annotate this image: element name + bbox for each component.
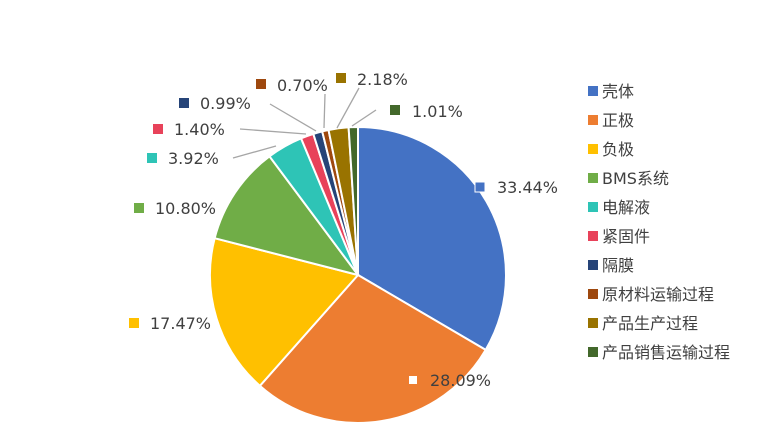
leader-line	[323, 93, 326, 129]
data-label-marker	[336, 73, 346, 83]
legend-swatch	[588, 144, 598, 154]
legend-entry: 产品生产过程	[602, 314, 698, 333]
data-label-marker	[147, 153, 157, 163]
data-label-marker	[256, 79, 266, 89]
data-label-marker	[179, 98, 189, 108]
leader-line	[269, 103, 317, 132]
legend-entry: 电解液	[602, 198, 650, 217]
legend-entry: 紧固件	[602, 227, 650, 246]
data-label: 1.01%	[412, 102, 463, 121]
legend-entry: 隔膜	[602, 256, 634, 275]
data-label-marker	[390, 105, 400, 115]
pie-slice	[357, 125, 507, 352]
legend-entry: 原材料运输过程	[602, 285, 714, 304]
legend-swatch	[588, 347, 598, 357]
data-label: 10.80%	[155, 199, 216, 218]
leader-line	[351, 109, 377, 127]
data-label-marker	[134, 203, 144, 213]
data-label-marker	[129, 318, 139, 328]
legend-entry: 负极	[602, 140, 634, 159]
legend-swatch	[588, 173, 598, 183]
legend-swatch	[588, 260, 598, 270]
data-label: 1.40%	[174, 120, 225, 139]
data-labels: 33.44% 28.09% 17.47% 10.80% 3.92% 1.40% 0.99% 0…	[129, 70, 558, 390]
data-label: 28.09%	[430, 371, 491, 390]
legend-swatch	[588, 86, 598, 96]
leader-line	[232, 145, 277, 159]
legend-entry: 产品销售运输过程	[602, 343, 730, 362]
leader-line	[336, 87, 360, 129]
legend-swatch	[588, 202, 598, 212]
legend-entry: 壳体	[602, 82, 634, 101]
data-label-marker	[153, 124, 163, 134]
data-label-marker	[474, 181, 486, 193]
data-label-marker	[407, 374, 419, 386]
pie-slice	[213, 154, 361, 277]
legend-entry: 正极	[602, 111, 634, 130]
data-label: 3.92%	[168, 149, 219, 168]
leader-line	[239, 128, 307, 135]
pie-slice	[258, 273, 488, 424]
pie-slices	[209, 125, 507, 424]
legend-entry: BMS系统	[602, 169, 669, 188]
data-label: 0.70%	[277, 76, 328, 95]
pie-slice	[347, 125, 359, 276]
legend-swatch	[588, 318, 598, 328]
data-label: 2.18%	[357, 70, 408, 89]
pie-slice	[209, 236, 360, 388]
data-label: 33.44%	[497, 178, 558, 197]
legend-swatch	[588, 231, 598, 241]
data-label: 0.99%	[200, 94, 251, 113]
data-label: 17.47%	[150, 314, 211, 333]
legend-swatch	[588, 289, 598, 299]
leader-lines	[232, 87, 377, 159]
legend-swatch	[588, 115, 598, 125]
